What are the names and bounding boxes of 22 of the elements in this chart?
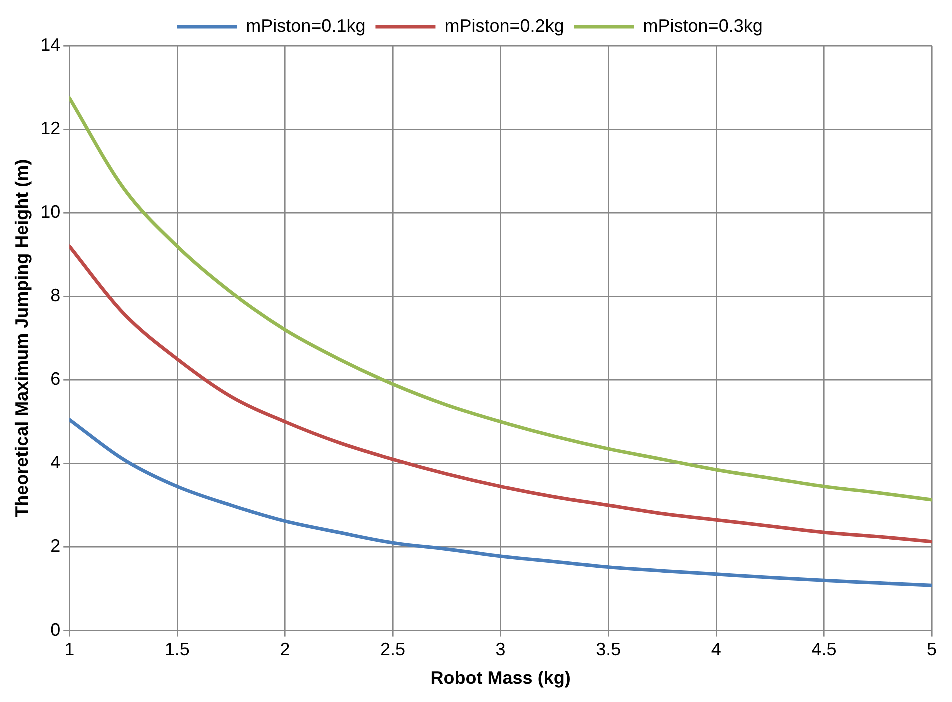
x-tick-label: 2.5: [380, 640, 406, 660]
y-tick-label: 4: [50, 452, 61, 473]
x-tick-label: 5: [926, 640, 938, 660]
legend-label: mPiston=0.2kg: [444, 16, 564, 36]
x-tick-label: 1: [64, 640, 75, 660]
x-axis-title: Robot Mass (kg): [430, 668, 571, 688]
x-tick-label: 4: [711, 640, 722, 660]
y-axis-title: Theoretical Maximum Jumping Height (m): [12, 159, 32, 518]
y-tick-label: 14: [40, 34, 61, 55]
y-tick-label: 12: [40, 118, 61, 139]
legend-label: mPiston=0.1kg: [246, 16, 366, 36]
y-tick-label: 8: [50, 286, 61, 306]
x-tick-label: 2: [280, 640, 290, 660]
x-tick-label: 3.5: [596, 640, 622, 660]
y-tick-label: 2: [50, 536, 61, 556]
x-tick-label: 1.5: [164, 640, 190, 660]
x-tick-label: 3: [496, 640, 506, 660]
y-tick-label: 6: [50, 369, 61, 390]
x-tick-label: 4.5: [812, 640, 837, 660]
y-tick-label: 0: [50, 620, 61, 640]
legend-label: mPiston=0.3kg: [643, 16, 763, 36]
y-tick-label: 10: [40, 202, 61, 222]
